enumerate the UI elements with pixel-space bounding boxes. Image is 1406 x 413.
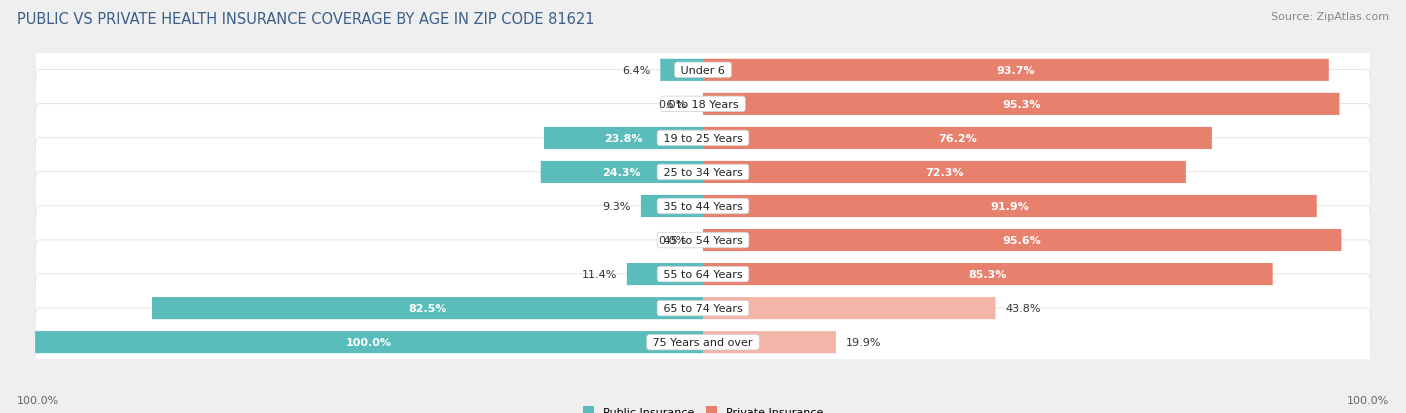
Text: 9.3%: 9.3% <box>603 202 631 211</box>
FancyBboxPatch shape <box>703 161 1185 183</box>
Text: 6.4%: 6.4% <box>621 66 650 76</box>
FancyBboxPatch shape <box>661 59 703 82</box>
Text: 11.4%: 11.4% <box>582 269 617 280</box>
Text: 76.2%: 76.2% <box>938 133 977 144</box>
Text: 25 to 34 Years: 25 to 34 Years <box>659 168 747 178</box>
FancyBboxPatch shape <box>35 36 1371 105</box>
FancyBboxPatch shape <box>627 263 703 285</box>
FancyBboxPatch shape <box>544 128 703 150</box>
FancyBboxPatch shape <box>35 71 1371 139</box>
Text: 91.9%: 91.9% <box>990 202 1029 211</box>
Text: 65 to 74 Years: 65 to 74 Years <box>659 304 747 313</box>
FancyBboxPatch shape <box>35 240 1371 309</box>
Text: 24.3%: 24.3% <box>603 168 641 178</box>
FancyBboxPatch shape <box>703 128 1212 150</box>
Text: 0.0%: 0.0% <box>658 100 686 109</box>
Text: 75 Years and over: 75 Years and over <box>650 337 756 347</box>
Text: Under 6: Under 6 <box>678 66 728 76</box>
FancyBboxPatch shape <box>703 297 995 319</box>
Text: 82.5%: 82.5% <box>408 304 447 313</box>
Text: 0.0%: 0.0% <box>658 235 686 245</box>
FancyBboxPatch shape <box>35 172 1371 241</box>
FancyBboxPatch shape <box>641 195 703 218</box>
FancyBboxPatch shape <box>703 59 1329 82</box>
FancyBboxPatch shape <box>152 297 703 319</box>
Text: 55 to 64 Years: 55 to 64 Years <box>659 269 747 280</box>
Text: 19 to 25 Years: 19 to 25 Years <box>659 133 747 144</box>
Text: 45 to 54 Years: 45 to 54 Years <box>659 235 747 245</box>
FancyBboxPatch shape <box>703 229 1341 252</box>
FancyBboxPatch shape <box>703 195 1317 218</box>
FancyBboxPatch shape <box>541 161 703 183</box>
Text: 23.8%: 23.8% <box>605 133 643 144</box>
Legend: Public Insurance, Private Insurance: Public Insurance, Private Insurance <box>579 402 827 413</box>
Text: Source: ZipAtlas.com: Source: ZipAtlas.com <box>1271 12 1389 22</box>
Text: 85.3%: 85.3% <box>969 269 1007 280</box>
Text: 100.0%: 100.0% <box>1347 395 1389 405</box>
FancyBboxPatch shape <box>703 331 837 354</box>
FancyBboxPatch shape <box>35 274 1371 342</box>
Text: PUBLIC VS PRIVATE HEALTH INSURANCE COVERAGE BY AGE IN ZIP CODE 81621: PUBLIC VS PRIVATE HEALTH INSURANCE COVER… <box>17 12 595 27</box>
Text: 6 to 18 Years: 6 to 18 Years <box>664 100 742 109</box>
Text: 95.6%: 95.6% <box>1002 235 1042 245</box>
FancyBboxPatch shape <box>35 138 1371 206</box>
Text: 95.3%: 95.3% <box>1002 100 1040 109</box>
Text: 35 to 44 Years: 35 to 44 Years <box>659 202 747 211</box>
FancyBboxPatch shape <box>35 104 1371 173</box>
Text: 93.7%: 93.7% <box>997 66 1035 76</box>
Text: 19.9%: 19.9% <box>846 337 882 347</box>
FancyBboxPatch shape <box>703 263 1272 285</box>
Text: 100.0%: 100.0% <box>346 337 392 347</box>
Text: 43.8%: 43.8% <box>1005 304 1040 313</box>
FancyBboxPatch shape <box>35 308 1371 377</box>
FancyBboxPatch shape <box>703 94 1340 116</box>
FancyBboxPatch shape <box>35 331 703 354</box>
Text: 72.3%: 72.3% <box>925 168 963 178</box>
Text: 100.0%: 100.0% <box>17 395 59 405</box>
FancyBboxPatch shape <box>35 206 1371 275</box>
